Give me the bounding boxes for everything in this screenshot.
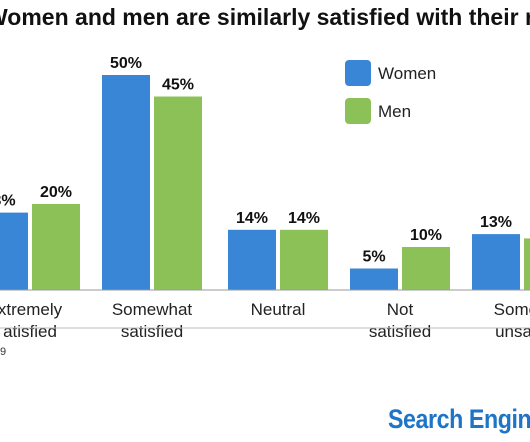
legend-label-women: Women: [378, 64, 436, 83]
bar-women-3: [350, 268, 398, 290]
value-label-men-0: 20%: [40, 184, 72, 201]
category-label-1-0: Somewhat: [112, 300, 193, 319]
footnote: 9: [0, 346, 7, 358]
category-label-4-1: unsatis: [495, 322, 530, 341]
value-label-men-1: 45%: [162, 77, 194, 94]
category-label-0-1: atisfied: [3, 322, 57, 341]
category-label-3-1: satisfied: [369, 322, 431, 341]
category-label-1-1: satisfied: [121, 322, 183, 341]
value-label-men-2: 14%: [288, 210, 320, 227]
value-label-women-0: 3%: [0, 193, 16, 210]
category-label-0-0: xtremely: [0, 300, 63, 319]
value-label-women-1: 50%: [110, 55, 142, 72]
bar-men-3: [402, 247, 450, 290]
bar-women-4: [472, 234, 520, 290]
value-label-women-4: 13%: [480, 214, 512, 231]
bar-women-2: [228, 229, 276, 290]
bar-men-2: [280, 229, 328, 290]
bar-men-0: [32, 204, 80, 290]
category-label-2-0: Neutral: [251, 300, 306, 319]
value-label-women-3: 5%: [362, 249, 385, 266]
brand-logo-text: Search Engine: [388, 404, 530, 434]
category-label-3-0: Not: [387, 300, 414, 319]
legend-label-men: Men: [378, 102, 411, 121]
value-label-men-3: 10%: [410, 227, 442, 244]
value-label-women-2: 14%: [236, 210, 268, 227]
bar-women-0: [0, 212, 28, 290]
bar-men-4: [524, 238, 530, 290]
bar-men-1: [154, 96, 202, 290]
category-label-4-0: Somew: [494, 300, 530, 319]
legend-swatch-women: [345, 60, 371, 86]
legend: Women Men: [345, 60, 436, 124]
legend-swatch-men: [345, 98, 371, 124]
chart-title: Women and men are similarly satisfied wi…: [0, 4, 530, 30]
bar-women-1: [102, 75, 150, 290]
